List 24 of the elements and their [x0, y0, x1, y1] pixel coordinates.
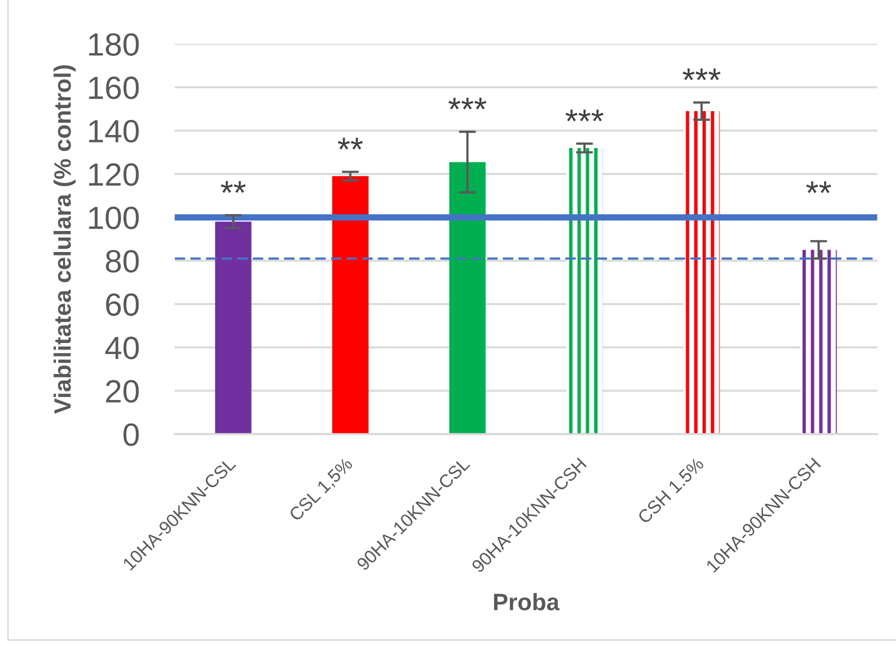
bar	[566, 148, 603, 434]
y-axis-title: Viabilitatea celulara (% control)	[54, 65, 76, 414]
y-tick-label: 20	[106, 380, 139, 403]
bar	[449, 162, 486, 434]
annotation: **	[220, 181, 246, 193]
y-tick-label: 60	[106, 293, 139, 316]
y-tick-label: 160	[89, 76, 139, 100]
bar	[215, 222, 252, 434]
y-tick-label: 140	[89, 120, 139, 143]
y-tick-label: 100	[89, 206, 139, 230]
y-tick-label: 40	[105, 336, 139, 360]
y-tick-label: 0	[123, 423, 139, 446]
y-tick-label: 80	[106, 250, 139, 273]
annotation: ***	[682, 68, 721, 80]
y-tick-label: 180	[89, 33, 139, 56]
x-axis-title: Proba	[494, 593, 560, 610]
annotation: ***	[566, 110, 604, 122]
bar	[332, 176, 368, 434]
y-tick-label: 120	[89, 163, 139, 186]
annotation: **	[338, 138, 363, 150]
annotation: ***	[448, 98, 486, 110]
annotation: **	[806, 181, 832, 194]
bar	[800, 250, 837, 434]
bar	[683, 111, 720, 434]
